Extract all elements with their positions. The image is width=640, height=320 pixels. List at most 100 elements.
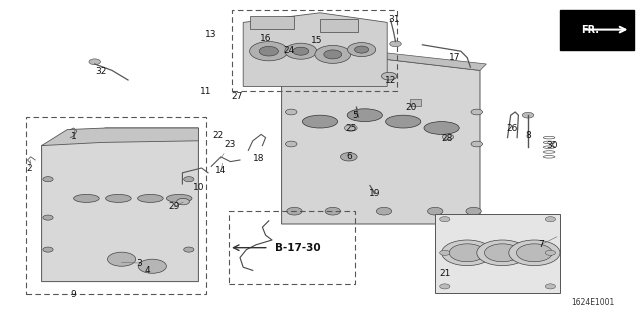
Circle shape xyxy=(471,109,483,115)
Circle shape xyxy=(440,250,450,255)
Text: 22: 22 xyxy=(212,131,223,140)
Circle shape xyxy=(43,215,53,220)
Text: 11: 11 xyxy=(200,87,212,96)
Text: 32: 32 xyxy=(95,67,107,76)
Bar xyxy=(560,10,634,50)
Text: 23: 23 xyxy=(225,140,236,149)
Circle shape xyxy=(324,50,342,59)
Ellipse shape xyxy=(138,195,163,203)
Text: 25: 25 xyxy=(345,124,356,133)
Circle shape xyxy=(285,141,297,147)
Circle shape xyxy=(428,207,443,215)
Text: 18: 18 xyxy=(253,154,264,163)
Text: FR.: FR. xyxy=(581,25,600,35)
Circle shape xyxy=(315,45,351,63)
Text: 14: 14 xyxy=(215,166,227,175)
Text: 12: 12 xyxy=(385,76,396,85)
Circle shape xyxy=(466,207,481,215)
Text: 31: 31 xyxy=(388,15,399,24)
Text: 9: 9 xyxy=(71,290,76,299)
Circle shape xyxy=(449,244,485,262)
Circle shape xyxy=(440,284,450,289)
Text: 24: 24 xyxy=(284,46,295,55)
Ellipse shape xyxy=(106,195,131,203)
Text: 21: 21 xyxy=(439,269,451,278)
Text: 1624E1001: 1624E1001 xyxy=(571,298,614,307)
Circle shape xyxy=(43,247,53,252)
Circle shape xyxy=(516,244,552,262)
Circle shape xyxy=(381,72,397,80)
Ellipse shape xyxy=(347,109,383,122)
Ellipse shape xyxy=(385,115,421,128)
Text: 27: 27 xyxy=(231,92,243,100)
Text: 3: 3 xyxy=(137,259,142,268)
Circle shape xyxy=(348,43,376,57)
Circle shape xyxy=(285,109,297,115)
Ellipse shape xyxy=(302,115,338,128)
Text: 10: 10 xyxy=(193,183,204,192)
Circle shape xyxy=(89,59,100,65)
Bar xyxy=(320,19,358,32)
Bar xyxy=(229,211,355,284)
Ellipse shape xyxy=(166,195,192,203)
Text: 17: 17 xyxy=(449,53,460,62)
Circle shape xyxy=(138,259,166,273)
Text: 13: 13 xyxy=(205,30,217,39)
Ellipse shape xyxy=(74,195,99,203)
Text: 30: 30 xyxy=(546,141,557,150)
Circle shape xyxy=(471,141,483,147)
Circle shape xyxy=(108,252,136,266)
Text: 26: 26 xyxy=(506,124,518,133)
Circle shape xyxy=(545,250,556,255)
Polygon shape xyxy=(243,13,387,86)
Text: 16: 16 xyxy=(260,34,271,43)
Circle shape xyxy=(184,177,194,182)
Ellipse shape xyxy=(424,122,460,134)
Circle shape xyxy=(442,240,493,266)
Circle shape xyxy=(177,198,189,205)
Circle shape xyxy=(43,177,53,182)
Text: 8: 8 xyxy=(526,131,531,140)
Bar xyxy=(250,16,294,29)
Text: 20: 20 xyxy=(406,103,417,112)
Circle shape xyxy=(250,42,288,61)
Circle shape xyxy=(344,125,357,131)
Bar xyxy=(232,10,397,91)
Text: 2: 2 xyxy=(27,164,32,172)
Bar xyxy=(410,99,421,106)
Circle shape xyxy=(292,47,308,55)
Circle shape xyxy=(390,41,401,47)
Circle shape xyxy=(509,240,560,266)
Text: 1: 1 xyxy=(71,132,76,140)
Polygon shape xyxy=(282,51,486,70)
Text: 5: 5 xyxy=(353,111,358,120)
Circle shape xyxy=(545,284,556,289)
Circle shape xyxy=(477,240,528,266)
Text: 6: 6 xyxy=(346,152,351,161)
Text: 29: 29 xyxy=(168,202,180,211)
Text: 4: 4 xyxy=(145,266,150,275)
Text: B-17-30: B-17-30 xyxy=(275,243,321,253)
Polygon shape xyxy=(435,214,560,293)
Circle shape xyxy=(355,46,369,53)
Circle shape xyxy=(285,43,317,59)
Circle shape xyxy=(522,112,534,118)
Circle shape xyxy=(484,244,520,262)
Circle shape xyxy=(545,217,556,222)
Polygon shape xyxy=(42,128,198,282)
Polygon shape xyxy=(282,58,480,224)
Text: 15: 15 xyxy=(311,36,323,44)
Text: 7: 7 xyxy=(538,240,543,249)
Circle shape xyxy=(440,217,450,222)
Circle shape xyxy=(442,134,454,140)
Circle shape xyxy=(376,207,392,215)
Polygon shape xyxy=(42,128,198,146)
Bar xyxy=(26,117,206,294)
Circle shape xyxy=(184,247,194,252)
Circle shape xyxy=(259,46,278,56)
Circle shape xyxy=(287,207,302,215)
Circle shape xyxy=(340,153,357,161)
Text: 28: 28 xyxy=(441,134,452,143)
Circle shape xyxy=(325,207,340,215)
Text: 19: 19 xyxy=(369,189,380,198)
